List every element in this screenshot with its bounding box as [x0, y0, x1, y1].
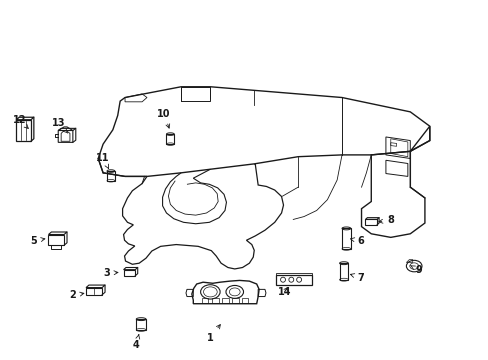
- Text: 4: 4: [133, 334, 140, 350]
- Text: 12: 12: [13, 115, 28, 129]
- Bar: [231, 298, 238, 303]
- Text: 1: 1: [206, 325, 220, 343]
- Text: 2: 2: [69, 291, 83, 301]
- Bar: [201, 298, 208, 303]
- Text: 6: 6: [350, 236, 363, 246]
- Text: 3: 3: [103, 268, 118, 278]
- Text: 14: 14: [277, 287, 291, 297]
- Text: 11: 11: [96, 153, 110, 168]
- Text: 10: 10: [157, 109, 170, 128]
- Text: 5: 5: [30, 236, 45, 246]
- Text: 13: 13: [51, 118, 68, 133]
- Bar: [241, 298, 248, 303]
- Bar: [222, 298, 228, 303]
- Text: 9: 9: [409, 265, 422, 275]
- Bar: [212, 298, 219, 303]
- Text: 8: 8: [378, 215, 393, 225]
- Text: 7: 7: [350, 273, 363, 283]
